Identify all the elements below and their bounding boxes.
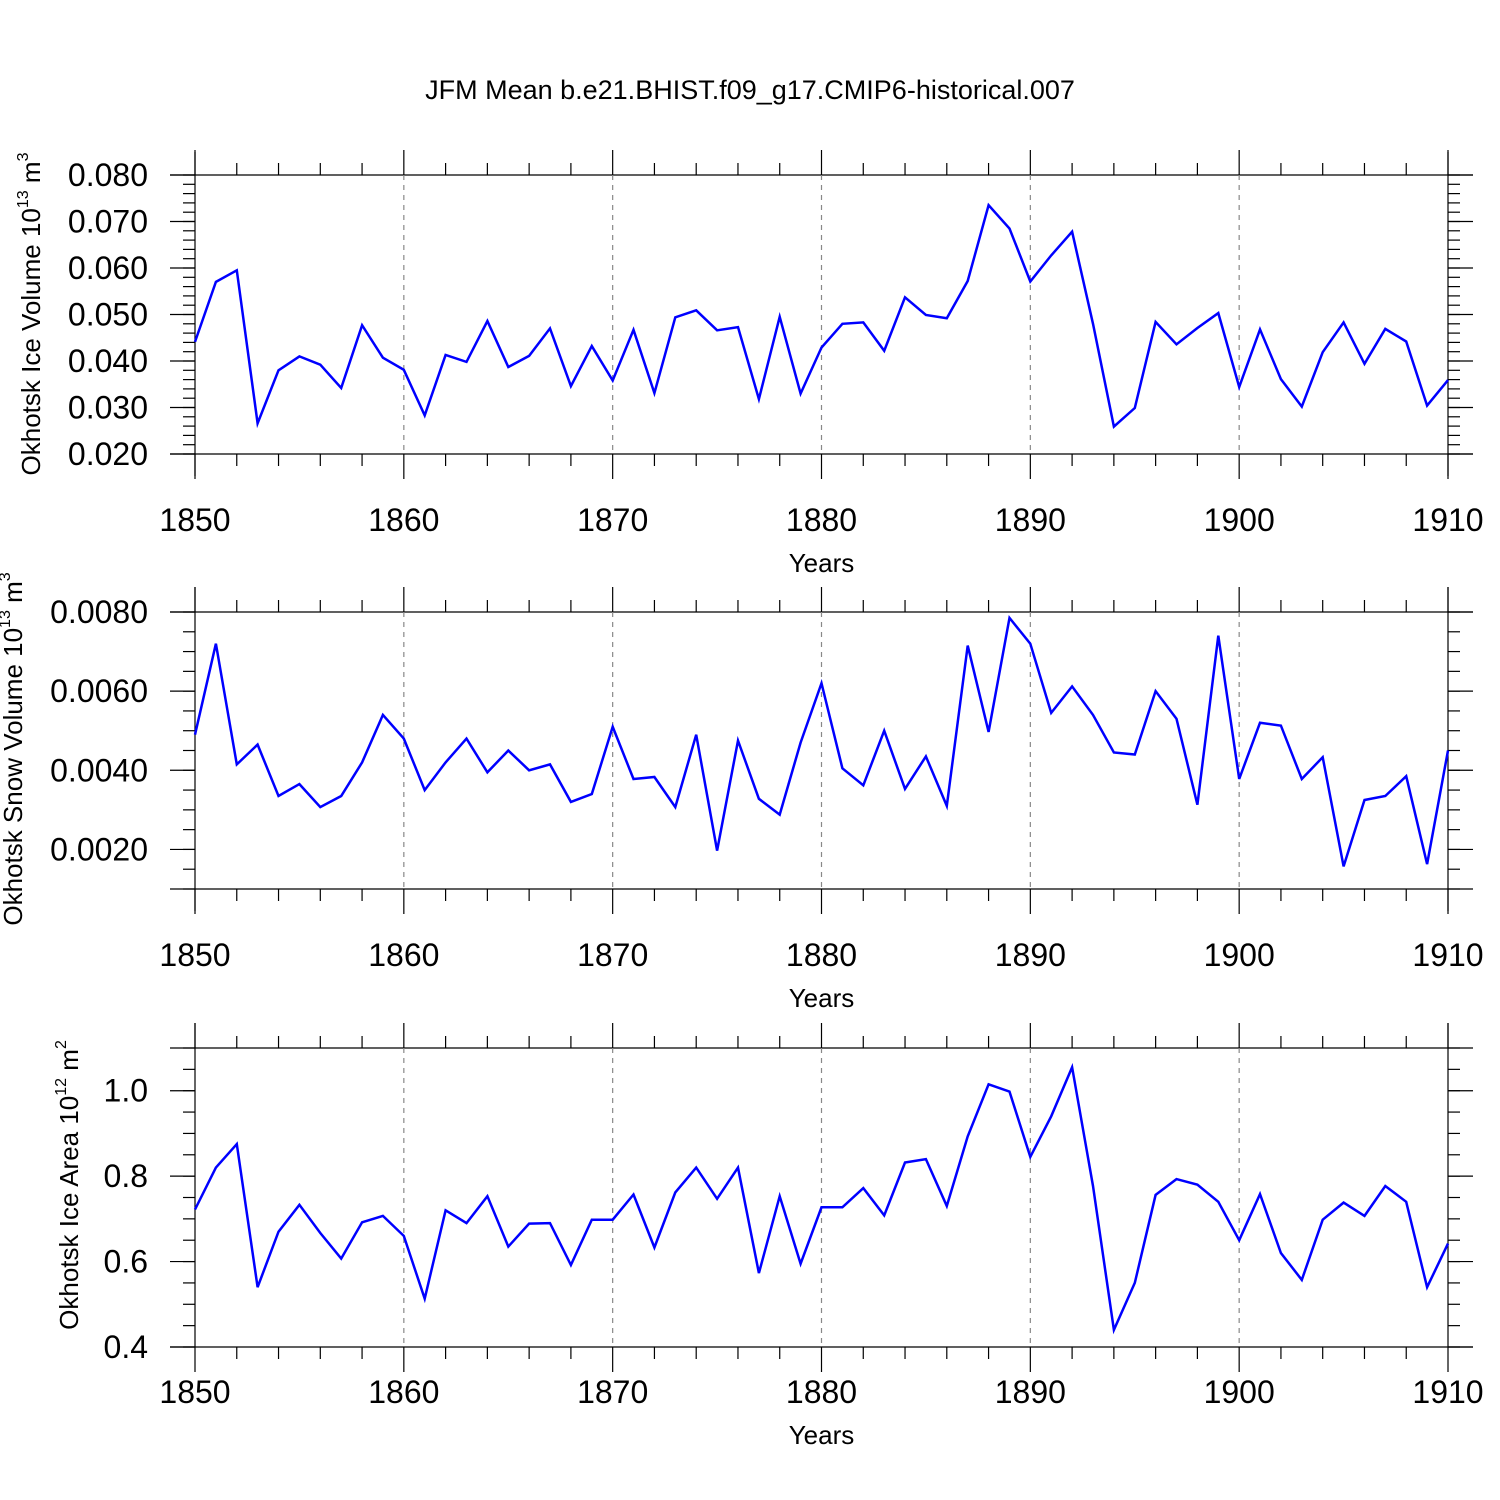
series-line bbox=[193, 614, 1450, 867]
x-tick-label: 1910 bbox=[1412, 937, 1483, 973]
x-tick-label: 1870 bbox=[577, 502, 648, 538]
x-axis-label: Years bbox=[789, 983, 855, 1013]
y-tick-label: 0.0060 bbox=[50, 673, 148, 709]
y-tick-label: 0.070 bbox=[68, 204, 148, 240]
y-axis-label: Okhotsk Ice Area 1012 m2 bbox=[53, 1040, 84, 1330]
x-tick-label: 1870 bbox=[577, 1374, 648, 1410]
x-tick-label: 1860 bbox=[368, 502, 439, 538]
x-tick-label: 1890 bbox=[995, 937, 1066, 973]
x-axis-label: Years bbox=[789, 548, 855, 578]
y-tick-label: 0.030 bbox=[68, 390, 148, 426]
y-tick-label: 1.0 bbox=[104, 1073, 148, 1109]
x-tick-label: 1890 bbox=[995, 1374, 1066, 1410]
y-tick-label: 0.060 bbox=[68, 250, 148, 286]
y-tick-label: 0.0080 bbox=[50, 594, 148, 630]
x-tick-label: 1850 bbox=[159, 502, 230, 538]
x-tick-label: 1900 bbox=[1204, 937, 1275, 973]
y-tick-label: 0.0020 bbox=[50, 831, 148, 867]
x-tick-label: 1910 bbox=[1412, 1374, 1483, 1410]
x-tick-label: 1860 bbox=[368, 1374, 439, 1410]
x-axis-label: Years bbox=[789, 1420, 855, 1450]
x-tick-label: 1910 bbox=[1412, 502, 1483, 538]
x-tick-label: 1900 bbox=[1204, 1374, 1275, 1410]
x-tick-label: 1850 bbox=[159, 1374, 230, 1410]
y-tick-label: 0.020 bbox=[68, 436, 148, 472]
y-tick-label: 0.040 bbox=[68, 343, 148, 379]
x-tick-label: 1860 bbox=[368, 937, 439, 973]
x-tick-label: 1880 bbox=[786, 1374, 857, 1410]
series-line bbox=[193, 202, 1449, 429]
x-tick-label: 1880 bbox=[786, 937, 857, 973]
figure-title: JFM Mean b.e21.BHIST.f09_g17.CMIP6-histo… bbox=[425, 75, 1075, 105]
y-tick-label: 0.0040 bbox=[50, 752, 148, 788]
y-tick-label: 0.050 bbox=[68, 297, 148, 333]
y-tick-label: 0.6 bbox=[104, 1244, 148, 1280]
y-tick-label: 0.4 bbox=[104, 1329, 148, 1365]
x-tick-label: 1900 bbox=[1204, 502, 1275, 538]
ice-volume-panel: 1850 1860 1870 1880 1890 1900 1910 0.020 0.030 0.… bbox=[15, 150, 1484, 578]
ice-area-panel: 1850 1860 1870 1880 1890 1900 1910 0.4 0.6 0.8 1.0… bbox=[53, 1023, 1484, 1450]
series-line bbox=[193, 1062, 1450, 1335]
x-tick-label: 1890 bbox=[995, 502, 1066, 538]
y-axis-label: Okhotsk Snow Volume 1013 m3 bbox=[0, 572, 28, 925]
y-tick-label: 0.080 bbox=[68, 157, 148, 193]
snow-volume-panel: 1850 1860 1870 1880 1890 1900 1910 0.0020 0.0040… bbox=[0, 572, 1484, 1013]
x-tick-label: 1870 bbox=[577, 937, 648, 973]
y-tick-label: 0.8 bbox=[104, 1158, 148, 1194]
y-axis-label: Okhotsk Ice Volume 1013 m3 bbox=[15, 152, 46, 475]
x-tick-label: 1880 bbox=[786, 502, 857, 538]
x-tick-label: 1850 bbox=[159, 937, 230, 973]
